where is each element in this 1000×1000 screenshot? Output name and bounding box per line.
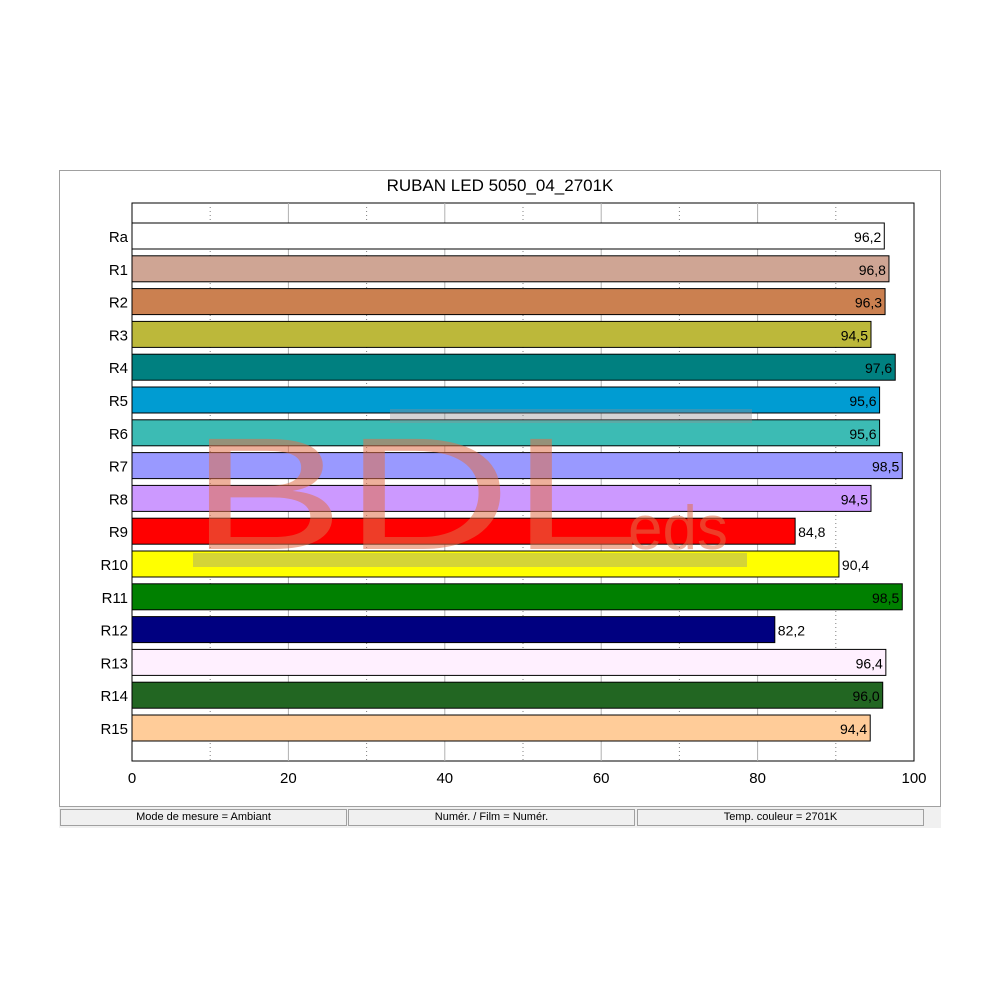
- bar-chart: RUBAN LED 5050_04_2701K Ra 96,2 R1 96,8 R2 96…: [100, 176, 927, 787]
- value-label: 96,0: [852, 688, 879, 704]
- x-tick-label: 100: [901, 770, 926, 787]
- value-label: 97,6: [865, 360, 892, 376]
- category-label: R6: [109, 426, 128, 443]
- value-label: 95,6: [849, 426, 876, 442]
- watermark-bar-top: [390, 409, 752, 423]
- x-tick-label: 20: [280, 770, 297, 787]
- category-label: R13: [100, 655, 128, 672]
- value-label: 84,8: [798, 524, 825, 540]
- bar-r3: [131, 320, 872, 348]
- watermark-sub-text: eds: [628, 494, 728, 563]
- category-label: R14: [100, 688, 128, 705]
- bar-r13: [131, 648, 887, 676]
- bar-r7: [131, 452, 903, 480]
- category-label: R3: [109, 327, 128, 344]
- status-film: Numér. / Film = Numér.: [348, 809, 635, 826]
- watermark-logo: BDL eds: [190, 404, 752, 583]
- value-label: 96,4: [856, 655, 883, 671]
- bar-r1: [131, 255, 890, 283]
- category-label: R9: [109, 524, 128, 541]
- status-color-temp: Temp. couleur = 2701K: [637, 809, 924, 826]
- bar-r10: [131, 550, 840, 578]
- category-label: R15: [100, 721, 128, 738]
- value-label: 90,4: [842, 557, 869, 573]
- bar-r5: [131, 386, 881, 414]
- value-label: 95,6: [849, 393, 876, 409]
- bar-ra: [131, 222, 885, 250]
- category-label: R8: [109, 491, 128, 508]
- status-bar: Mode de mesure = Ambiant Numér. / Film =…: [59, 806, 941, 828]
- bar-r6: [131, 419, 881, 447]
- value-label: 98,5: [872, 459, 899, 475]
- x-tick-label: 80: [749, 770, 766, 787]
- bar-r11: [131, 583, 903, 611]
- category-label: R1: [109, 262, 128, 279]
- category-label: R4: [109, 360, 128, 377]
- bar-r14: [131, 681, 884, 709]
- value-label: 98,5: [872, 590, 899, 606]
- category-label: R12: [100, 623, 128, 640]
- category-label: R10: [100, 557, 128, 574]
- category-label: R2: [109, 295, 128, 312]
- value-label: 94,5: [841, 327, 868, 343]
- watermark-bar-bottom: [193, 553, 747, 567]
- bars: Ra 96,2 R1 96,8 R2 96,3 R3 94,5 R4 97,6 R5 95,6 R6 95…: [100, 222, 903, 742]
- value-label: 96,8: [859, 262, 886, 278]
- x-tick-label: 60: [593, 770, 610, 787]
- x-tick-label: 0: [128, 770, 136, 787]
- bar-r2: [131, 288, 886, 316]
- bar-r12: [131, 616, 776, 644]
- chart-window: RUBAN LED 5050_04_2701K Ra 96,2 R1 96,8 R2 96…: [59, 170, 941, 828]
- value-label: 82,2: [778, 623, 805, 639]
- category-label: R7: [109, 459, 128, 476]
- bar-r15: [131, 714, 871, 742]
- category-label: R5: [109, 393, 128, 410]
- bar-r9: [131, 517, 796, 545]
- value-label: 96,2: [854, 229, 881, 245]
- x-tick-labels: 0 20 40 60 80 100: [128, 770, 927, 787]
- watermark-main-text: BDL: [190, 404, 640, 583]
- x-tick-label: 40: [436, 770, 453, 787]
- category-label: Ra: [109, 229, 129, 246]
- chart-title: RUBAN LED 5050_04_2701K: [387, 176, 614, 195]
- value-label: 94,4: [840, 721, 867, 737]
- category-label: R11: [102, 590, 128, 607]
- bar-r4: [131, 353, 896, 381]
- bar-r8: [131, 484, 872, 512]
- status-measure-mode: Mode de mesure = Ambiant: [60, 809, 347, 826]
- value-label: 96,3: [855, 295, 882, 311]
- value-label: 94,5: [841, 491, 868, 507]
